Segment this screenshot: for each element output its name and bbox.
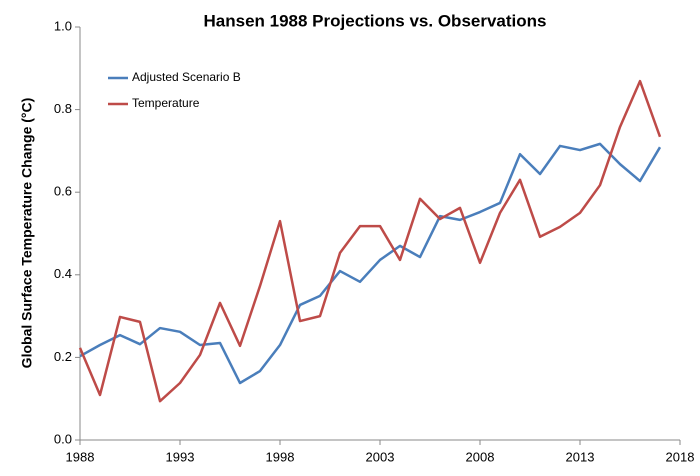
series-line	[78, 79, 662, 403]
x-tick-label: 1988	[66, 449, 95, 464]
y-tick-label: 0.6	[54, 184, 72, 199]
x-tick-label: 2013	[566, 449, 595, 464]
x-tick-label: 2018	[666, 449, 695, 464]
y-tick-label: 0.4	[54, 266, 72, 281]
y-tick-label: 1.0	[54, 18, 72, 33]
x-tick-label: 1998	[266, 449, 295, 464]
y-tick-label: 0.0	[54, 431, 72, 446]
legend-label: Adjusted Scenario B	[132, 70, 241, 84]
y-tick-label: 0.2	[54, 349, 72, 364]
x-tick-label: 1993	[166, 449, 195, 464]
x-tick-label: 2003	[366, 449, 395, 464]
series-line	[79, 142, 662, 385]
y-axis-label: Global Surface Temperature Change (°C)	[19, 98, 35, 369]
chart-title: Hansen 1988 Projections vs. Observations	[204, 11, 547, 30]
legend-label: Temperature	[132, 96, 200, 110]
x-tick-label: 2008	[466, 449, 495, 464]
y-tick-label: 0.8	[54, 101, 72, 116]
